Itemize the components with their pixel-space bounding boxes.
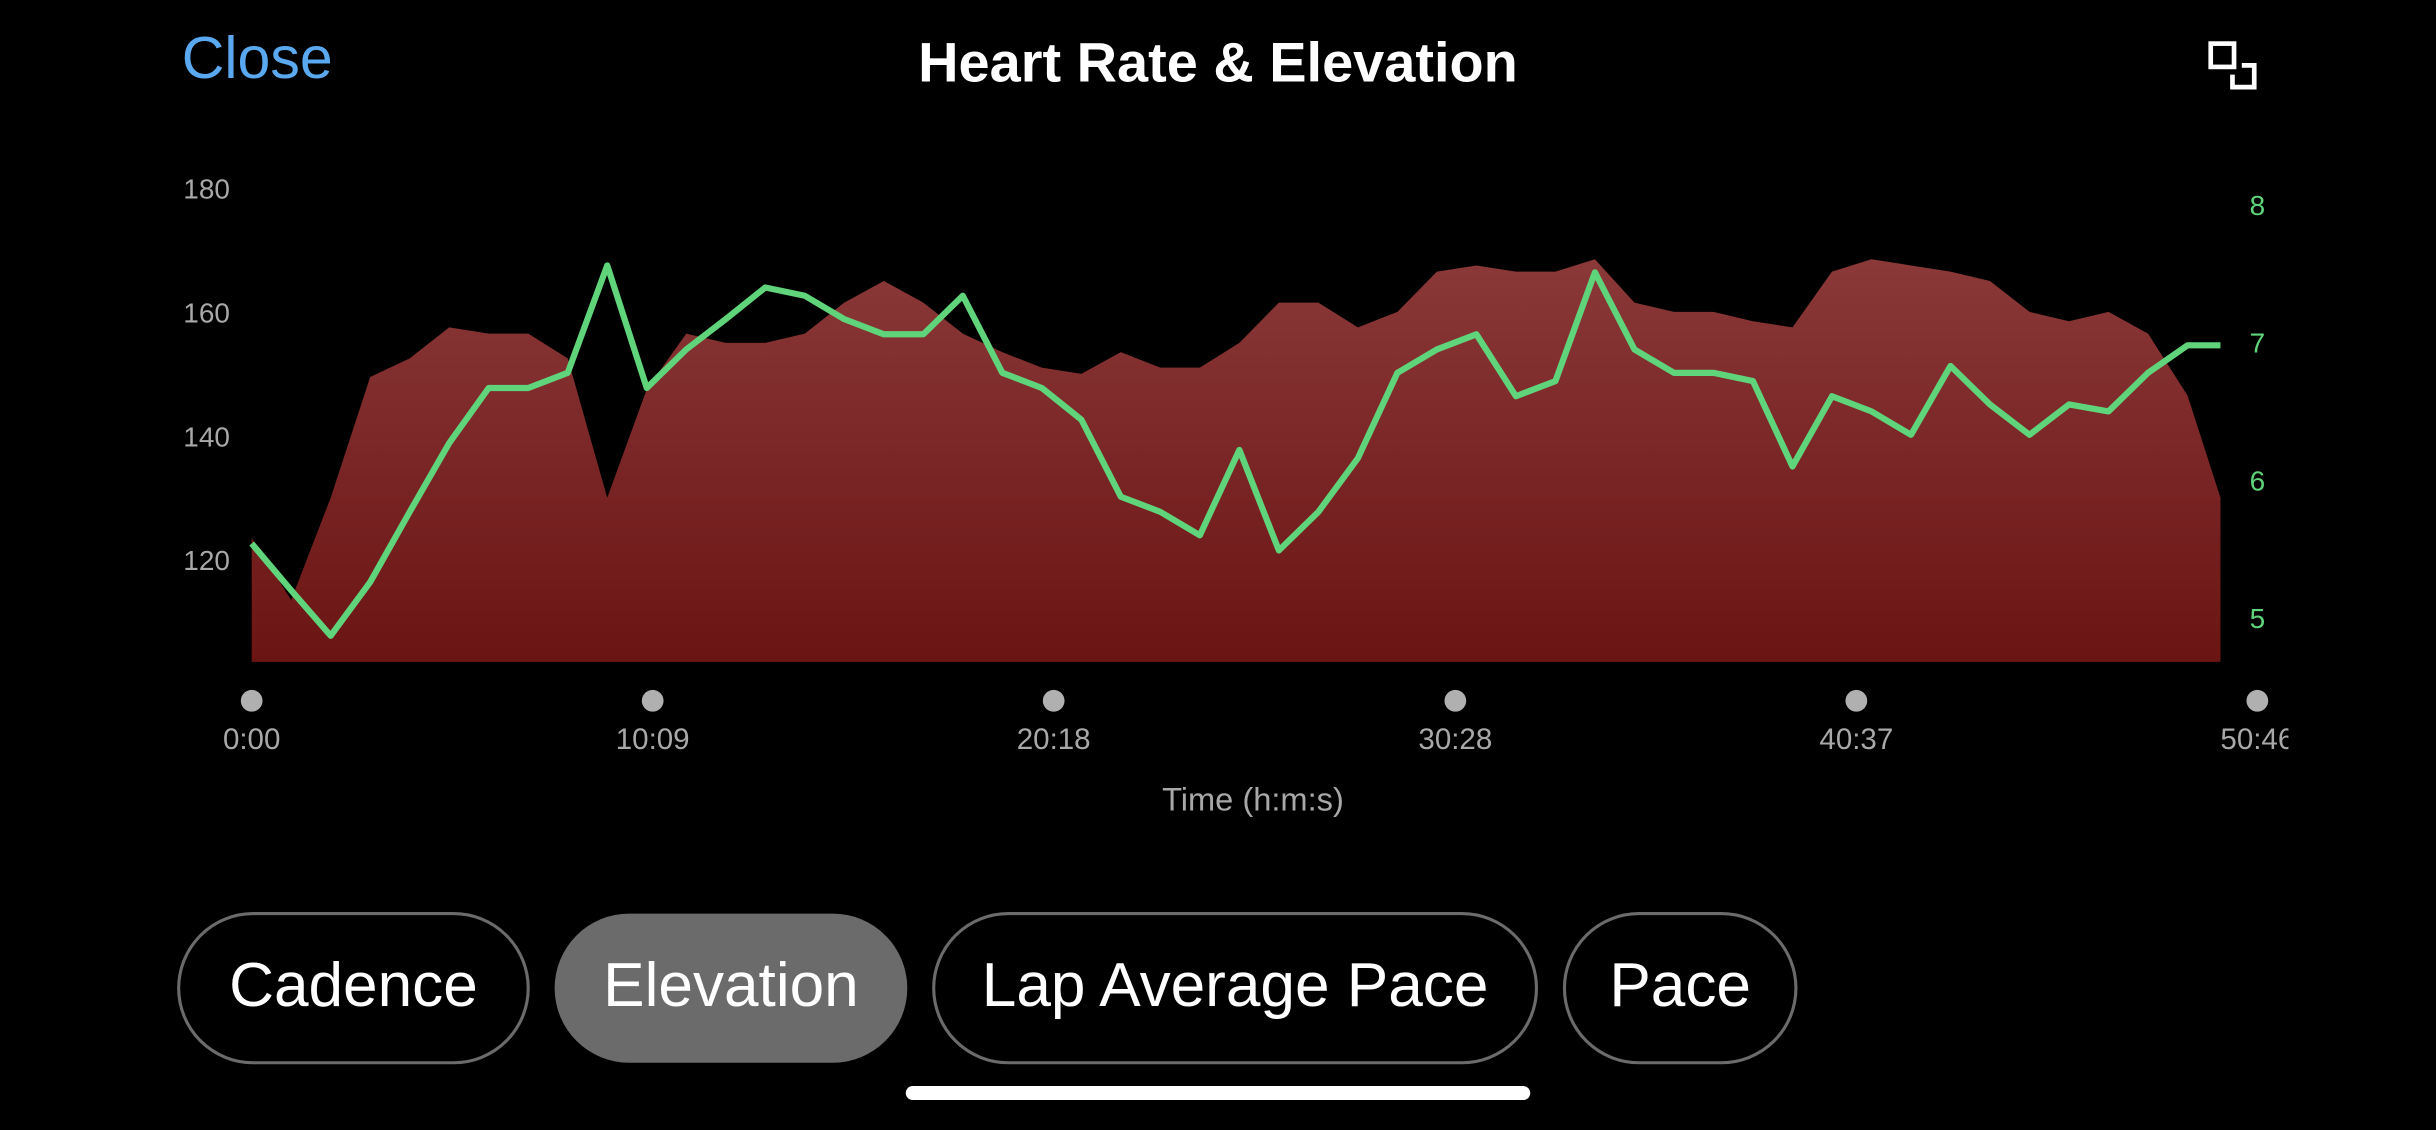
tab-bar: Cadence Elevation Lap Average Pace Pace: [177, 912, 1798, 1065]
tab-label[interactable]: Elevation: [603, 951, 859, 1020]
fullscreen-icon[interactable]: [2208, 41, 2257, 90]
tab-label[interactable]: Pace: [1609, 951, 1751, 1020]
y2-tick-label: 6: [2250, 465, 2266, 496]
y2-tick-label: 8: [2250, 190, 2266, 221]
x-tick-dot: [2246, 689, 2269, 712]
title: Heart Rate & Elevation: [918, 31, 1518, 94]
tab-button[interactable]: [1562, 912, 1798, 1065]
y-tick-label: 180: [183, 174, 230, 205]
tab-button[interactable]: [554, 913, 908, 1063]
x-tick-label: 40:37: [1819, 723, 1893, 756]
tab-label[interactable]: Cadence: [229, 951, 478, 1020]
x-tick-label: 50:46: [2220, 723, 2294, 756]
chart: 120 140 160 180 5 6 7 8 0:00 10:09 20:18 30:28 40:37…: [183, 174, 2294, 818]
home-indicator: [905, 1086, 1531, 1101]
elevation-line: [249, 262, 2221, 639]
y2-tick-label: 5: [2250, 603, 2266, 634]
x-tick-label: 30:28: [1418, 723, 1492, 756]
x-tick-dot: [1845, 689, 1868, 712]
y-tick-label: 120: [183, 545, 230, 576]
close-button[interactable]: Close: [182, 25, 333, 91]
x-tick-label: 0:00: [223, 723, 280, 756]
tab-button[interactable]: [932, 912, 1539, 1065]
x-tick-label: 20:18: [1017, 723, 1091, 756]
x-tick-dot: [1444, 689, 1467, 712]
x-tick-label: 10:09: [616, 723, 690, 756]
y2-tick-label: 7: [2250, 328, 2266, 359]
x-axis-title: Time (h:m:s): [1162, 780, 1344, 817]
tab-button[interactable]: [177, 912, 530, 1065]
tab-label[interactable]: Lap Average Pace: [982, 951, 1489, 1020]
x-tick-dot: [240, 689, 263, 712]
y-tick-label: 140: [183, 421, 230, 452]
x-tick-dot: [1042, 689, 1065, 712]
y-tick-label: 160: [183, 297, 230, 328]
x-tick-dot: [641, 689, 664, 712]
x-axis: 0:00 10:09 20:18 30:28 40:37 50:46: [223, 689, 2294, 756]
